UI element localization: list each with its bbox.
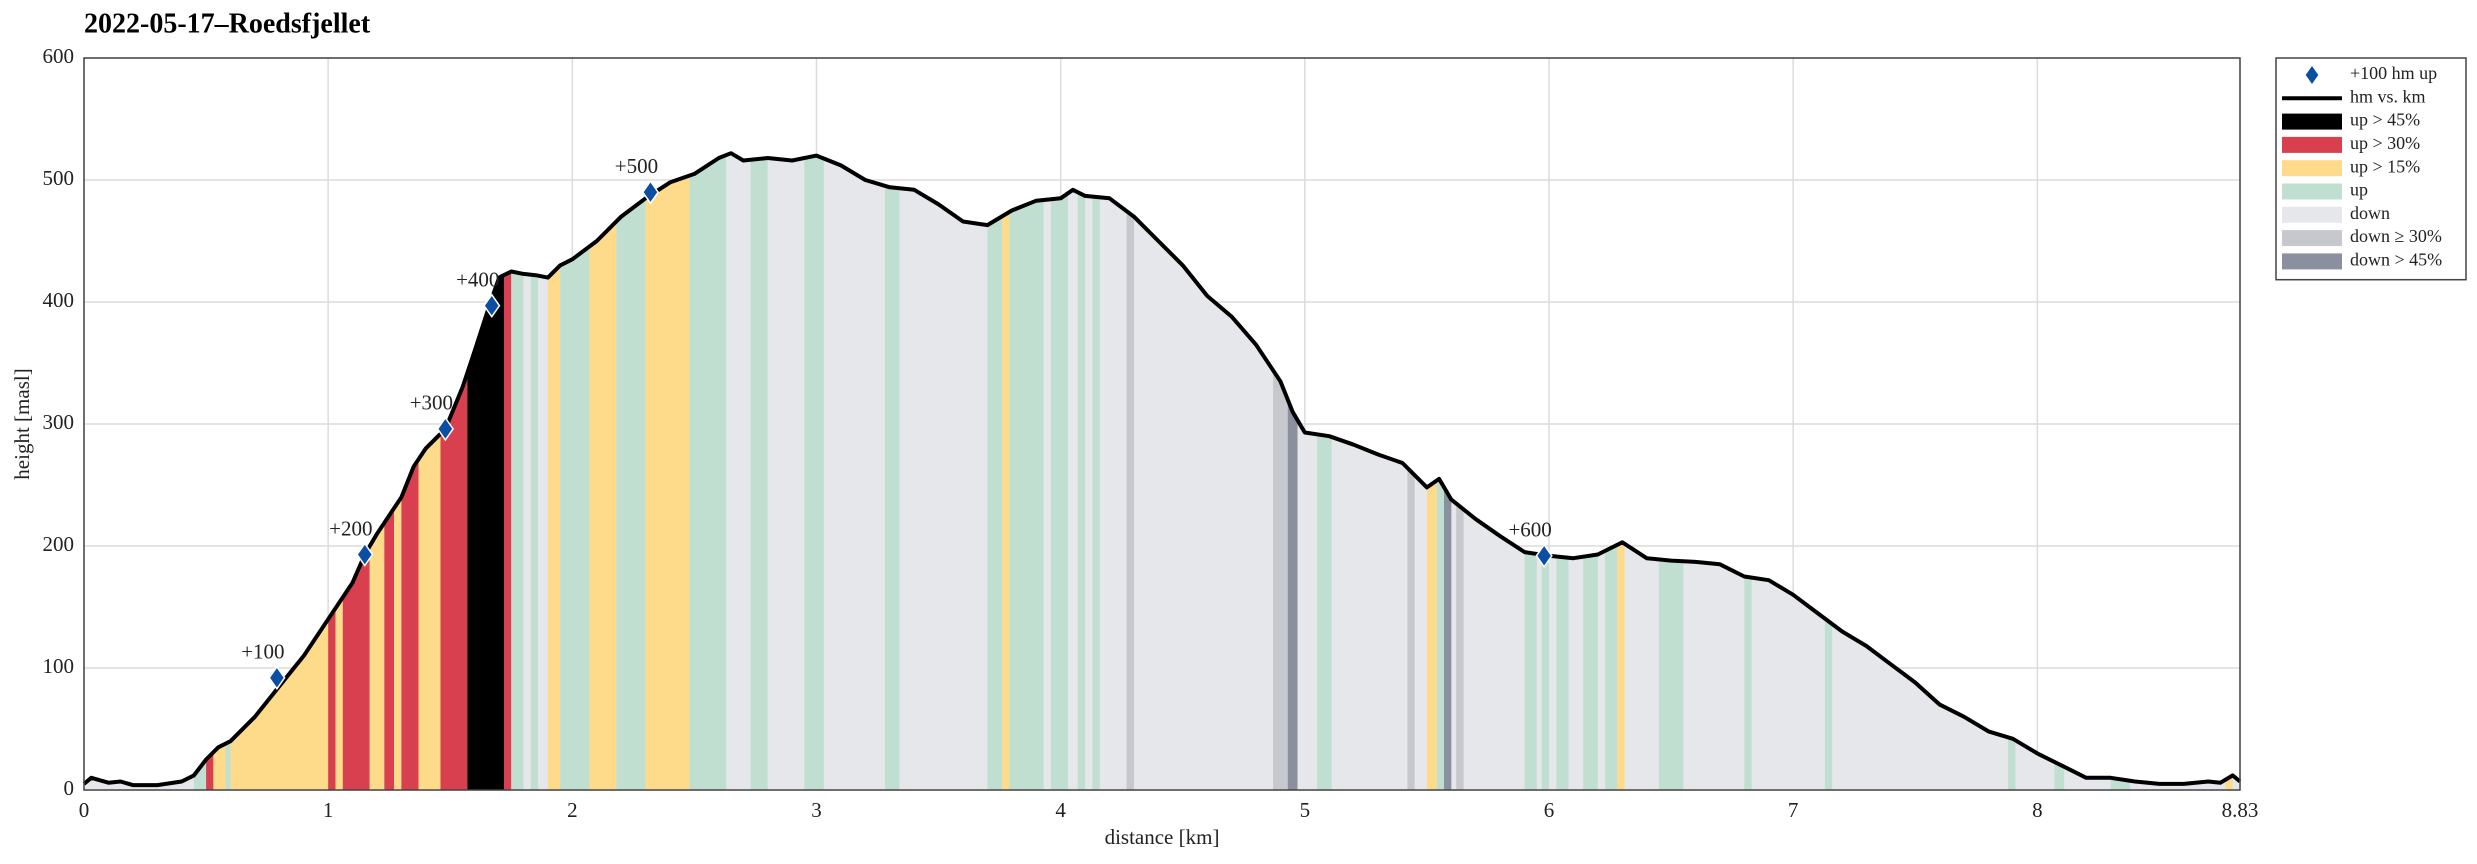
climb-label: +100 <box>241 640 284 664</box>
x-tick-label: 8.83 <box>2222 798 2259 822</box>
climb-marker <box>641 179 660 205</box>
x-axis-label: distance [km] <box>1105 825 1220 849</box>
slope-band <box>616 153 646 790</box>
y-tick-label: 400 <box>43 288 75 312</box>
legend-patch <box>2282 183 2342 200</box>
slope-band <box>987 153 1003 790</box>
y-tick-label: 200 <box>43 532 75 556</box>
slope-band <box>665 153 690 790</box>
legend-label: down > 45% <box>2350 250 2442 270</box>
climb-label: +400 <box>456 267 499 291</box>
x-tick-label: 3 <box>811 798 822 822</box>
x-tick-label: 0 <box>79 798 90 822</box>
slope-band <box>689 153 727 790</box>
legend-marker <box>2305 66 2319 84</box>
legend-label: up > 45% <box>2350 110 2420 130</box>
slope-band <box>804 153 824 790</box>
y-axis-label: height [masl] <box>10 368 34 479</box>
slope-band <box>503 153 512 790</box>
slope-band <box>1092 153 1100 790</box>
climb-label: +300 <box>410 391 453 415</box>
slope-band <box>589 153 617 790</box>
legend-label: hm vs. km <box>2350 86 2426 106</box>
profile-line <box>82 151 2242 788</box>
slope-band <box>511 153 524 790</box>
slope-band <box>1009 153 1044 790</box>
legend-label: up > 15% <box>2350 156 2420 176</box>
climb-label: +200 <box>329 516 372 540</box>
legend-patch <box>2282 253 2342 270</box>
x-tick-label: 1 <box>323 798 334 822</box>
x-tick-label: 4 <box>1055 798 1066 822</box>
legend-label: up <box>2350 180 2368 200</box>
x-tick-label: 8 <box>2032 798 2043 822</box>
x-tick-label: 7 <box>1788 798 1799 822</box>
y-tick-label: 0 <box>64 776 75 800</box>
climb-marker <box>1535 543 1553 569</box>
slope-band <box>560 153 590 790</box>
chart-title: 2022-05-17–Roedsfjellet <box>84 8 371 39</box>
slope-band <box>530 153 539 790</box>
legend-patch <box>2282 230 2342 247</box>
slope-band <box>1077 153 1086 790</box>
slope-band <box>547 153 561 790</box>
x-tick-label: 2 <box>567 798 578 822</box>
y-tick-label: 500 <box>43 166 75 190</box>
slope-band <box>1273 153 1288 790</box>
legend-patch <box>2282 136 2342 153</box>
plot-frame <box>83 57 2241 791</box>
climb-marker <box>268 665 286 691</box>
slope-band <box>1287 153 1298 790</box>
legend-label: up > 30% <box>2350 133 2420 153</box>
y-tick-label: 300 <box>43 410 75 434</box>
y-tick-label: 600 <box>43 44 75 68</box>
slope-band <box>750 153 768 790</box>
slope-band <box>884 153 900 790</box>
x-tick-label: 5 <box>1300 798 1311 822</box>
slope-band <box>1126 153 1134 790</box>
legend-label: down <box>2350 203 2390 223</box>
slope-band <box>1050 153 1068 790</box>
slope-band <box>645 153 666 790</box>
legend-label: down ≥ 30% <box>2350 226 2442 246</box>
legend-patch <box>2282 113 2342 130</box>
climb-marker <box>356 542 374 567</box>
legend-label: +100 hm up <box>2350 63 2437 83</box>
legend-patch <box>2282 160 2342 177</box>
climb-marker <box>436 416 454 442</box>
y-tick-label: 100 <box>43 654 75 678</box>
slope-band <box>1002 153 1010 790</box>
climb-marker <box>483 293 501 318</box>
x-tick-label: 6 <box>1544 798 1555 822</box>
legend-patch <box>2282 206 2342 223</box>
climb-label: +600 <box>1508 518 1551 542</box>
climb-label: +500 <box>615 154 658 178</box>
slope-band <box>467 153 504 790</box>
